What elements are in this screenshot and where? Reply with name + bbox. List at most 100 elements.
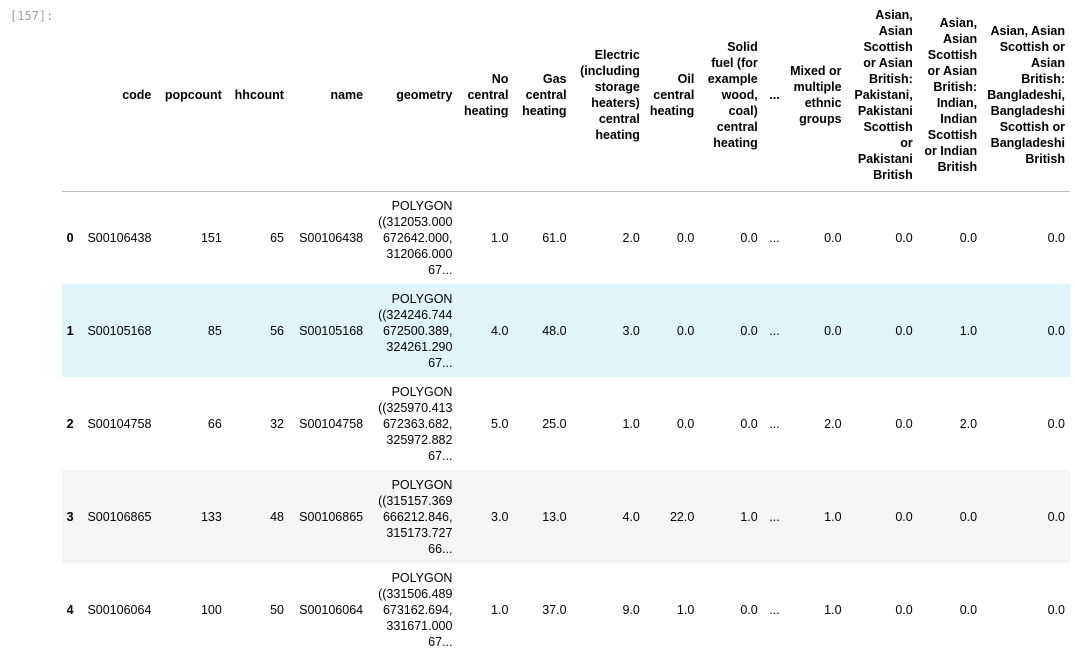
row-index: 1: [66, 323, 74, 338]
table-cell: 9.0: [622, 602, 640, 617]
table-cell: 133: [200, 509, 222, 524]
table-cell: 61.0: [542, 230, 567, 245]
table-cell: 48.0: [542, 323, 567, 338]
table-cell: 0.0: [1047, 230, 1065, 245]
row-index: 2: [66, 416, 74, 431]
table-cell: 0.0: [895, 602, 913, 617]
column-header: Asian, Asian Scottish or Asian British: …: [917, 0, 983, 192]
table-cell-ellipsis: ...: [769, 230, 780, 245]
table-cell: POLYGON ((315157.369 666212.846, 315173.…: [378, 477, 453, 556]
table-cell: 0.0: [895, 416, 913, 431]
column-header: hhcount: [226, 0, 289, 192]
column-header: Oil central heating: [644, 0, 700, 192]
table-cell: 0.0: [676, 416, 695, 431]
table-cell: 3.0: [491, 509, 509, 524]
table-cell-ellipsis: ...: [769, 509, 780, 524]
table-cell: 48: [270, 509, 284, 524]
column-header-ellipsis: ...: [762, 0, 785, 192]
column-header: Solid fuel (for example wood, coal) cent…: [699, 0, 763, 192]
table-cell: 1.0: [676, 602, 695, 617]
table-cell: 1.0: [491, 230, 509, 245]
table-cell: 0.0: [740, 416, 758, 431]
table-cell: 0.0: [676, 230, 695, 245]
column-header: Electric (including storage heaters) cen…: [571, 0, 645, 192]
table-row: 2 S00104758 66 32 S00104758 POLYGON ((32…: [62, 377, 1070, 470]
table-cell: 0.0: [740, 230, 758, 245]
table-cell: 50: [270, 602, 284, 617]
column-header: popcount: [156, 0, 227, 192]
table-cell: S00105168: [299, 323, 364, 338]
header-row: code popcount hhcount name geometry No c…: [62, 0, 1070, 192]
column-header: Gas central heating: [513, 0, 572, 192]
table-cell: 0.0: [1047, 416, 1065, 431]
table-cell: 1.0: [824, 602, 842, 617]
table-cell: POLYGON ((312053.000 672642.000, 312066.…: [378, 198, 453, 277]
table-cell: 151: [200, 230, 222, 245]
table-cell: 1.0: [622, 416, 640, 431]
table-cell-ellipsis: ...: [769, 323, 780, 338]
table-cell: 32: [270, 416, 284, 431]
row-index: 0: [66, 230, 74, 245]
table-cell: S00104758: [299, 416, 364, 431]
table-cell: 0.0: [959, 602, 978, 617]
column-header: code: [78, 0, 157, 192]
table-cell: 56: [270, 323, 284, 338]
table-cell: 4.0: [491, 323, 509, 338]
table-cell: 4.0: [622, 509, 640, 524]
column-header: No central heating: [457, 0, 514, 192]
table-cell: 2.0: [959, 416, 978, 431]
table-cell: POLYGON ((324246.744 672500.389, 324261.…: [378, 291, 453, 370]
table-row: 3 S00106865 133 48 S00106865 POLYGON ((3…: [62, 470, 1070, 563]
table-row: 0 S00106438 151 65 S00106438 POLYGON ((3…: [62, 191, 1070, 284]
table-cell: 0.0: [895, 230, 913, 245]
dataframe-scroll-area[interactable]: code popcount hhcount name geometry No c…: [62, 0, 1070, 650]
table-cell: 25.0: [542, 416, 567, 431]
table-cell: 0.0: [959, 230, 978, 245]
table-cell: 0.0: [1047, 509, 1065, 524]
table-cell: 0.0: [740, 602, 758, 617]
table-cell: 0.0: [959, 509, 978, 524]
table-cell: S00105168: [87, 323, 152, 338]
table-cell: 0.0: [824, 230, 842, 245]
table-cell: 0.0: [895, 509, 913, 524]
table-cell: 65: [270, 230, 284, 245]
table-cell: 0.0: [740, 323, 758, 338]
table-cell: POLYGON ((331506.489 673162.694, 331671.…: [378, 570, 453, 649]
table-cell: 0.0: [1047, 323, 1065, 338]
table-cell: 13.0: [542, 509, 567, 524]
table-cell: 1.0: [959, 323, 978, 338]
table-cell: 0.0: [824, 323, 842, 338]
table-cell: 85: [207, 323, 222, 338]
column-header: Asian, Asian Scottish or Asian British: …: [846, 0, 918, 192]
table-cell-ellipsis: ...: [769, 602, 780, 617]
table-row-hovered: 1 S00105168 85 56 S00105168 POLYGON ((32…: [62, 284, 1070, 377]
table-cell: 0.0: [1047, 602, 1065, 617]
table-cell: S00106865: [87, 509, 152, 524]
table-cell: 0.0: [895, 323, 913, 338]
table-cell: S00106865: [299, 509, 364, 524]
table-cell: S00106064: [299, 602, 364, 617]
table-cell: 2.0: [824, 416, 842, 431]
row-index: 4: [66, 602, 74, 617]
column-header: Mixed or multiple ethnic groups: [784, 0, 847, 192]
table-cell: 3.0: [622, 323, 640, 338]
table-cell: 1.0: [491, 602, 509, 617]
table-cell-ellipsis: ...: [769, 416, 780, 431]
table-cell: 1.0: [824, 509, 842, 524]
table-cell: 1.0: [740, 509, 758, 524]
column-header: geometry: [368, 0, 458, 192]
table-cell: S00104758: [87, 416, 152, 431]
table-cell: 2.0: [622, 230, 640, 245]
table-cell: 66: [207, 416, 222, 431]
column-header: Asian, Asian Scottish or Asian British: …: [982, 0, 1070, 192]
dataframe-table: code popcount hhcount name geometry No c…: [62, 0, 1070, 650]
table-cell: S00106438: [87, 230, 152, 245]
table-cell: S00106438: [299, 230, 364, 245]
table-cell: 5.0: [491, 416, 509, 431]
table-cell: S00106064: [87, 602, 152, 617]
index-header: [62, 0, 79, 192]
execution-count: [157]:: [10, 9, 54, 23]
table-cell: POLYGON ((325970.413 672363.682, 325972.…: [378, 384, 453, 463]
row-index: 3: [66, 509, 74, 524]
